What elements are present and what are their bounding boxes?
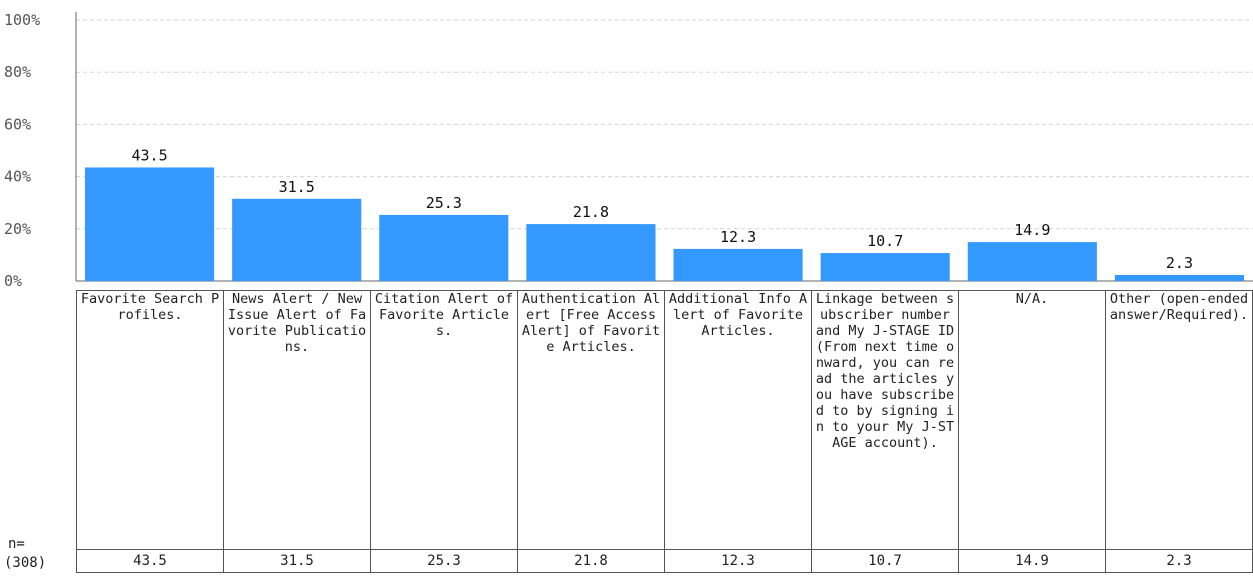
category-label-row: Favorite Search Profiles. News Alert / Ne… [76, 290, 1253, 550]
n-value: (308) [4, 555, 47, 571]
data-label: 2.3 [1166, 254, 1193, 272]
bar [526, 224, 656, 281]
category-label: Authentication Alert [Free Access Alert]… [517, 290, 665, 550]
y-tick-label: 0% [4, 272, 22, 290]
data-label: 25.3 [426, 194, 462, 212]
data-label: 43.5 [132, 146, 168, 164]
data-label: 12.3 [720, 228, 756, 246]
y-tick-label: 80% [4, 63, 31, 81]
table-value: 43.5 [76, 549, 224, 573]
value-row: 43.5 31.5 25.3 21.8 12.3 10.7 14.9 2.3 [76, 549, 1253, 573]
table-value: 12.3 [664, 549, 812, 573]
category-label: News Alert / New Issue Alert of Favorite… [223, 290, 371, 550]
data-label: 14.9 [1014, 221, 1050, 239]
y-tick-label: 20% [4, 220, 31, 238]
bar [1114, 274, 1244, 281]
category-label: Favorite Search Profiles. [76, 290, 224, 550]
y-tick-label: 60% [4, 115, 31, 133]
table-value: 10.7 [811, 549, 959, 573]
bar-chart: 0% 20% 40% 60% 80% 100% 43.5 31.5 25.3 21.8 12.3 10… [4, 11, 1253, 290]
bar [85, 167, 215, 281]
data-label: 10.7 [867, 232, 903, 250]
category-label: Other (open-ended answer/Required). [1105, 290, 1253, 550]
y-tick-label: 40% [4, 168, 31, 186]
n-label: n= [8, 536, 25, 552]
category-label: Additional Info Alert of Favorite Articl… [664, 290, 812, 550]
bar [967, 242, 1097, 281]
bar [379, 214, 509, 281]
category-label: N/A. [958, 290, 1106, 550]
data-label: 21.8 [573, 203, 609, 221]
data-label: 31.5 [279, 178, 315, 196]
bar [673, 248, 803, 281]
bar [820, 253, 950, 281]
table-value: 31.5 [223, 549, 371, 573]
table-value: 21.8 [517, 549, 665, 573]
y-tick-label: 100% [4, 11, 40, 29]
category-label: Linkage between subscriber number and My… [811, 290, 959, 550]
table-value: 25.3 [370, 549, 518, 573]
category-table: Favorite Search Profiles. News Alert / Ne… [76, 290, 1253, 573]
table-value: 2.3 [1105, 549, 1253, 573]
bar [232, 198, 362, 281]
category-label: Citation Alert of Favorite Articles. [370, 290, 518, 550]
table-value: 14.9 [958, 549, 1106, 573]
